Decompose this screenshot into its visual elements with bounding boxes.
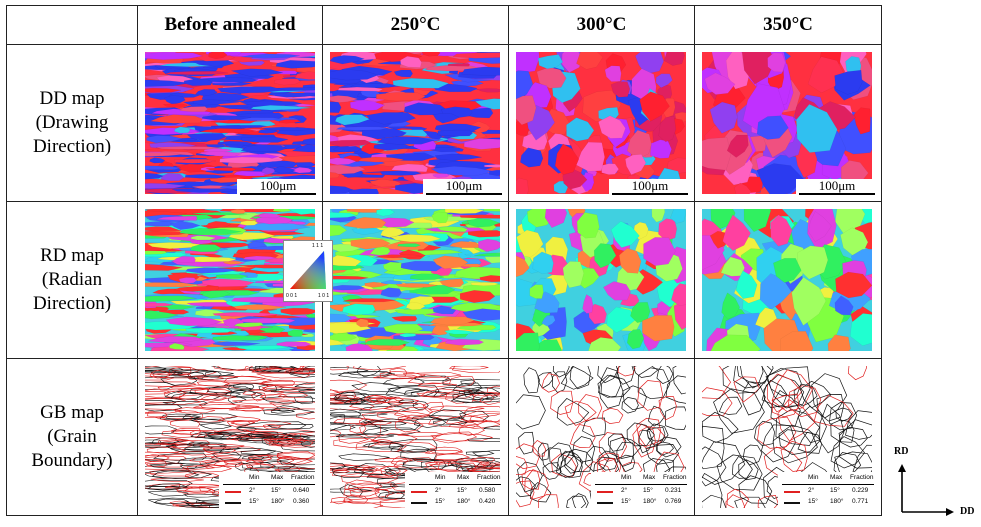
corner-cell: [6, 5, 138, 45]
axis-label-rd: RD: [894, 446, 909, 457]
dd-map-350c: [702, 52, 872, 194]
rd-map-250c: [330, 209, 500, 351]
ipf-label-111: 1 1 1: [312, 243, 324, 249]
ipf-color-key: 1 1 1 0 0 1 1 0 1: [283, 240, 333, 302]
row-label-rd-map: RD map (Radian Direction): [6, 201, 138, 359]
rd-map-300c: [516, 209, 686, 351]
scale-bar: 100μm: [796, 179, 878, 197]
axis-label-dd: DD: [960, 506, 975, 517]
gb-legend: Min Max Fraction 2° 15° 0.231 15° 180° 0.769: [591, 472, 691, 512]
axis-indicator: RD DD: [890, 440, 980, 525]
scale-bar: 100μm: [237, 179, 319, 197]
row-label-dd-map: DD map (Drawing Direction): [6, 44, 138, 202]
ipf-label-001: 0 0 1: [286, 293, 298, 299]
gb-legend: Min Max Fraction 2° 15° 0.580 15° 180° 0.420: [405, 472, 505, 512]
col-header-350c: 350°C: [694, 5, 882, 45]
rd-map-350c: [702, 209, 872, 351]
col-header-300c: 300°C: [508, 5, 695, 45]
results-table: Before annealed 250°C 300°C 350°C DD map…: [6, 5, 882, 516]
col-header-250c: 250°C: [322, 5, 509, 45]
scale-bar: 100μm: [609, 179, 691, 197]
gb-legend: Min Max Fraction 2° 15° 0.229 15° 180° 0.771: [778, 472, 878, 512]
row-label-gb-map: GB map (Grain Boundary): [6, 358, 138, 516]
dd-map-300c: [516, 52, 686, 194]
col-header-before-annealed: Before annealed: [137, 5, 323, 45]
scale-bar: 100μm: [423, 179, 505, 197]
gb-legend: Min Max Fraction 2° 15° 0.640 15° 180° 0.360: [219, 472, 319, 512]
dd-map-250c: [330, 52, 500, 194]
dd-map-before: [145, 52, 315, 194]
ipf-label-101: 1 0 1: [318, 293, 330, 299]
